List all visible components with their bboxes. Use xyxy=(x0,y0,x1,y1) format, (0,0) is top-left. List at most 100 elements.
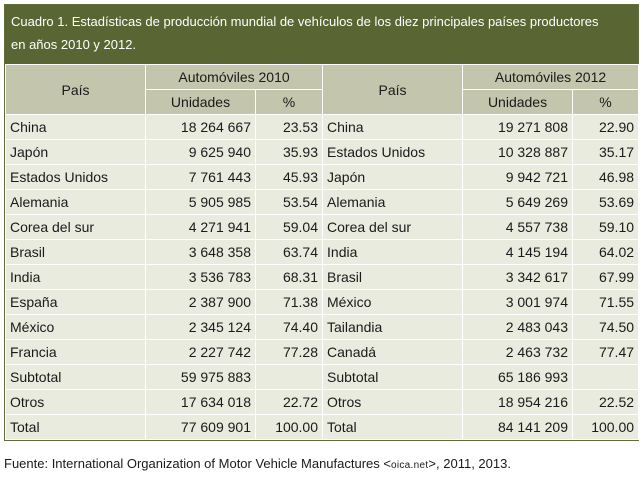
percent-2010-cell: 45.93 xyxy=(254,164,324,190)
percent-2012-cell: 100.00 xyxy=(572,414,640,440)
percent-2012-cell: 22.90 xyxy=(572,114,640,140)
units-2010-cell: 3 536 783 xyxy=(145,264,256,290)
percent-2012-cell: 77.47 xyxy=(572,339,640,365)
units-2012-cell: 4 557 738 xyxy=(462,214,574,240)
country-2012-cell: Subtotal xyxy=(322,364,464,390)
table-row: España 2 387 900 71.38 México 3 001 974 71.55 xyxy=(5,289,640,315)
percent-2010-cell: 71.38 xyxy=(254,289,324,315)
group-header-2010: Automóviles 2010 xyxy=(144,64,324,90)
table-row: Alemania 5 905 985 53.54 Alemania 5 649 269 5… xyxy=(5,189,640,215)
units-2010-cell: 9 625 940 xyxy=(145,139,256,165)
production-table: País Automóviles 2010 País Automóviles 2… xyxy=(5,64,640,440)
country-2010-cell: Francia xyxy=(5,339,146,365)
table-row: Corea del sur 4 271 941 59.04 Corea del sur… xyxy=(5,214,640,240)
percent-2012-cell: 71.55 xyxy=(572,289,640,315)
percent-2010-cell xyxy=(254,364,324,390)
percent-2010-cell: 63.74 xyxy=(254,239,324,265)
country-2010-cell: Japón xyxy=(5,139,146,165)
table-row: India 3 536 783 68.31 Brasil 3 342 617 67.99 xyxy=(5,264,640,290)
percent-2012-cell: 46.98 xyxy=(572,164,640,190)
country-2012-cell: Estados Unidos xyxy=(322,139,464,165)
country-2010-cell: Otros xyxy=(5,389,146,415)
percent-2010-cell: 100.00 xyxy=(254,414,324,440)
country-2010-cell: Estados Unidos xyxy=(5,164,146,190)
units-2010-cell: 2 387 900 xyxy=(145,289,256,315)
source-suffix: >, 2011, 2013. xyxy=(428,456,511,471)
percent-2010-cell: 77.28 xyxy=(254,339,324,365)
percent-2010-cell: 59.04 xyxy=(254,214,324,240)
table-frame: Cuadro 1. Estadísticas de producción mun… xyxy=(4,4,640,441)
table-row: Estados Unidos 7 761 443 45.93 Japón 9 942 7… xyxy=(5,164,640,190)
table-row: Total 77 609 901 100.00 Total 84 141 209 100.… xyxy=(5,414,640,440)
percent-2012-cell: 53.69 xyxy=(572,189,640,215)
table-row: Brasil 3 648 358 63.74 India 4 145 194 64.02 xyxy=(5,239,640,265)
percent-2012-cell: 22.52 xyxy=(572,389,640,415)
table-row: Francia 2 227 742 77.28 Canadá 2 463 732 77.4… xyxy=(5,339,640,365)
percent-2010-cell: 23.53 xyxy=(254,114,324,140)
percent-2012-cell: 59.10 xyxy=(572,214,640,240)
title-line-2: en años 2010 y 2012. xyxy=(11,37,137,52)
country-header-2010: País xyxy=(5,64,146,115)
percent-2012-cell: 74.50 xyxy=(572,314,640,340)
units-2010-cell: 5 905 985 xyxy=(145,189,256,215)
units-2010-cell: 3 648 358 xyxy=(145,239,256,265)
units-2010-cell: 2 227 742 xyxy=(145,339,256,365)
units-2010-cell: 17 634 018 xyxy=(145,389,256,415)
source-note: Fuente: International Organization of Mo… xyxy=(4,456,511,471)
percent-2012-cell: 35.17 xyxy=(572,139,640,165)
table-row: China 18 264 667 23.53 China 19 271 808 22.90 xyxy=(5,114,640,140)
units-2010-cell: 2 345 124 xyxy=(145,314,256,340)
units-2012-cell: 10 328 887 xyxy=(462,139,574,165)
percent-2012-cell: 64.02 xyxy=(572,239,640,265)
source-link[interactable]: oica.net xyxy=(390,460,429,471)
table-row: México 2 345 124 74.40 Tailandia 2 483 043 74… xyxy=(5,314,640,340)
units-2010-cell: 7 761 443 xyxy=(145,164,256,190)
units-2012-cell: 2 483 043 xyxy=(462,314,574,340)
country-2010-cell: Brasil xyxy=(5,239,146,265)
country-2010-cell: Corea del sur xyxy=(5,214,146,240)
country-2012-cell: Tailandia xyxy=(322,314,464,340)
units-header-2010: Unidades xyxy=(145,89,256,115)
units-2010-cell: 4 271 941 xyxy=(145,214,256,240)
country-2012-cell: Total xyxy=(322,414,464,440)
percent-2012-cell xyxy=(572,364,640,390)
country-2012-cell: Japón xyxy=(322,164,464,190)
country-2012-cell: Otros xyxy=(322,389,464,415)
source-prefix: Fuente: International Organization of Mo… xyxy=(4,456,391,471)
percent-2010-cell: 68.31 xyxy=(254,264,324,290)
units-2010-cell: 59 975 883 xyxy=(145,364,256,390)
percent-header-2012: % xyxy=(572,89,640,115)
units-2012-cell: 65 186 993 xyxy=(462,364,574,390)
country-2012-cell: Corea del sur xyxy=(322,214,464,240)
country-2010-cell: India xyxy=(5,264,146,290)
country-2012-cell: India xyxy=(322,239,464,265)
units-2012-cell: 9 942 721 xyxy=(462,164,574,190)
units-2012-cell: 19 271 808 xyxy=(462,114,574,140)
country-2010-cell: Total xyxy=(5,414,146,440)
units-2012-cell: 5 649 269 xyxy=(462,189,574,215)
units-2012-cell: 4 145 194 xyxy=(462,239,574,265)
units-2012-cell: 2 463 732 xyxy=(462,339,574,365)
units-2012-cell: 3 342 617 xyxy=(462,264,574,290)
percent-2010-cell: 35.93 xyxy=(254,139,324,165)
percent-2010-cell: 22.72 xyxy=(254,389,324,415)
units-2012-cell: 84 141 209 xyxy=(462,414,574,440)
percent-header-2010: % xyxy=(254,89,324,115)
country-2012-cell: China xyxy=(322,114,464,140)
percent-2010-cell: 74.40 xyxy=(254,314,324,340)
percent-2010-cell: 53.54 xyxy=(254,189,324,215)
country-2010-cell: Subtotal xyxy=(5,364,146,390)
table-row: Japón 9 625 940 35.93 Estados Unidos 10 328 … xyxy=(5,139,640,165)
table-title: Cuadro 1. Estadísticas de producción mun… xyxy=(5,5,638,64)
units-2010-cell: 18 264 667 xyxy=(145,114,256,140)
country-2012-cell: Canadá xyxy=(322,339,464,365)
country-2012-cell: México xyxy=(322,289,464,315)
country-2010-cell: China xyxy=(5,114,146,140)
units-2010-cell: 77 609 901 xyxy=(145,414,256,440)
table-row: Otros 17 634 018 22.72 Otros 18 954 216 22.52 xyxy=(5,389,640,415)
country-2010-cell: Alemania xyxy=(5,189,146,215)
table-row: Subtotal 59 975 883 Subtotal 65 186 993 xyxy=(5,364,640,390)
title-line-1: Cuadro 1. Estadísticas de producción mun… xyxy=(11,14,599,29)
group-header-2012: Automóviles 2012 xyxy=(462,64,640,90)
country-2012-cell: Alemania xyxy=(322,189,464,215)
